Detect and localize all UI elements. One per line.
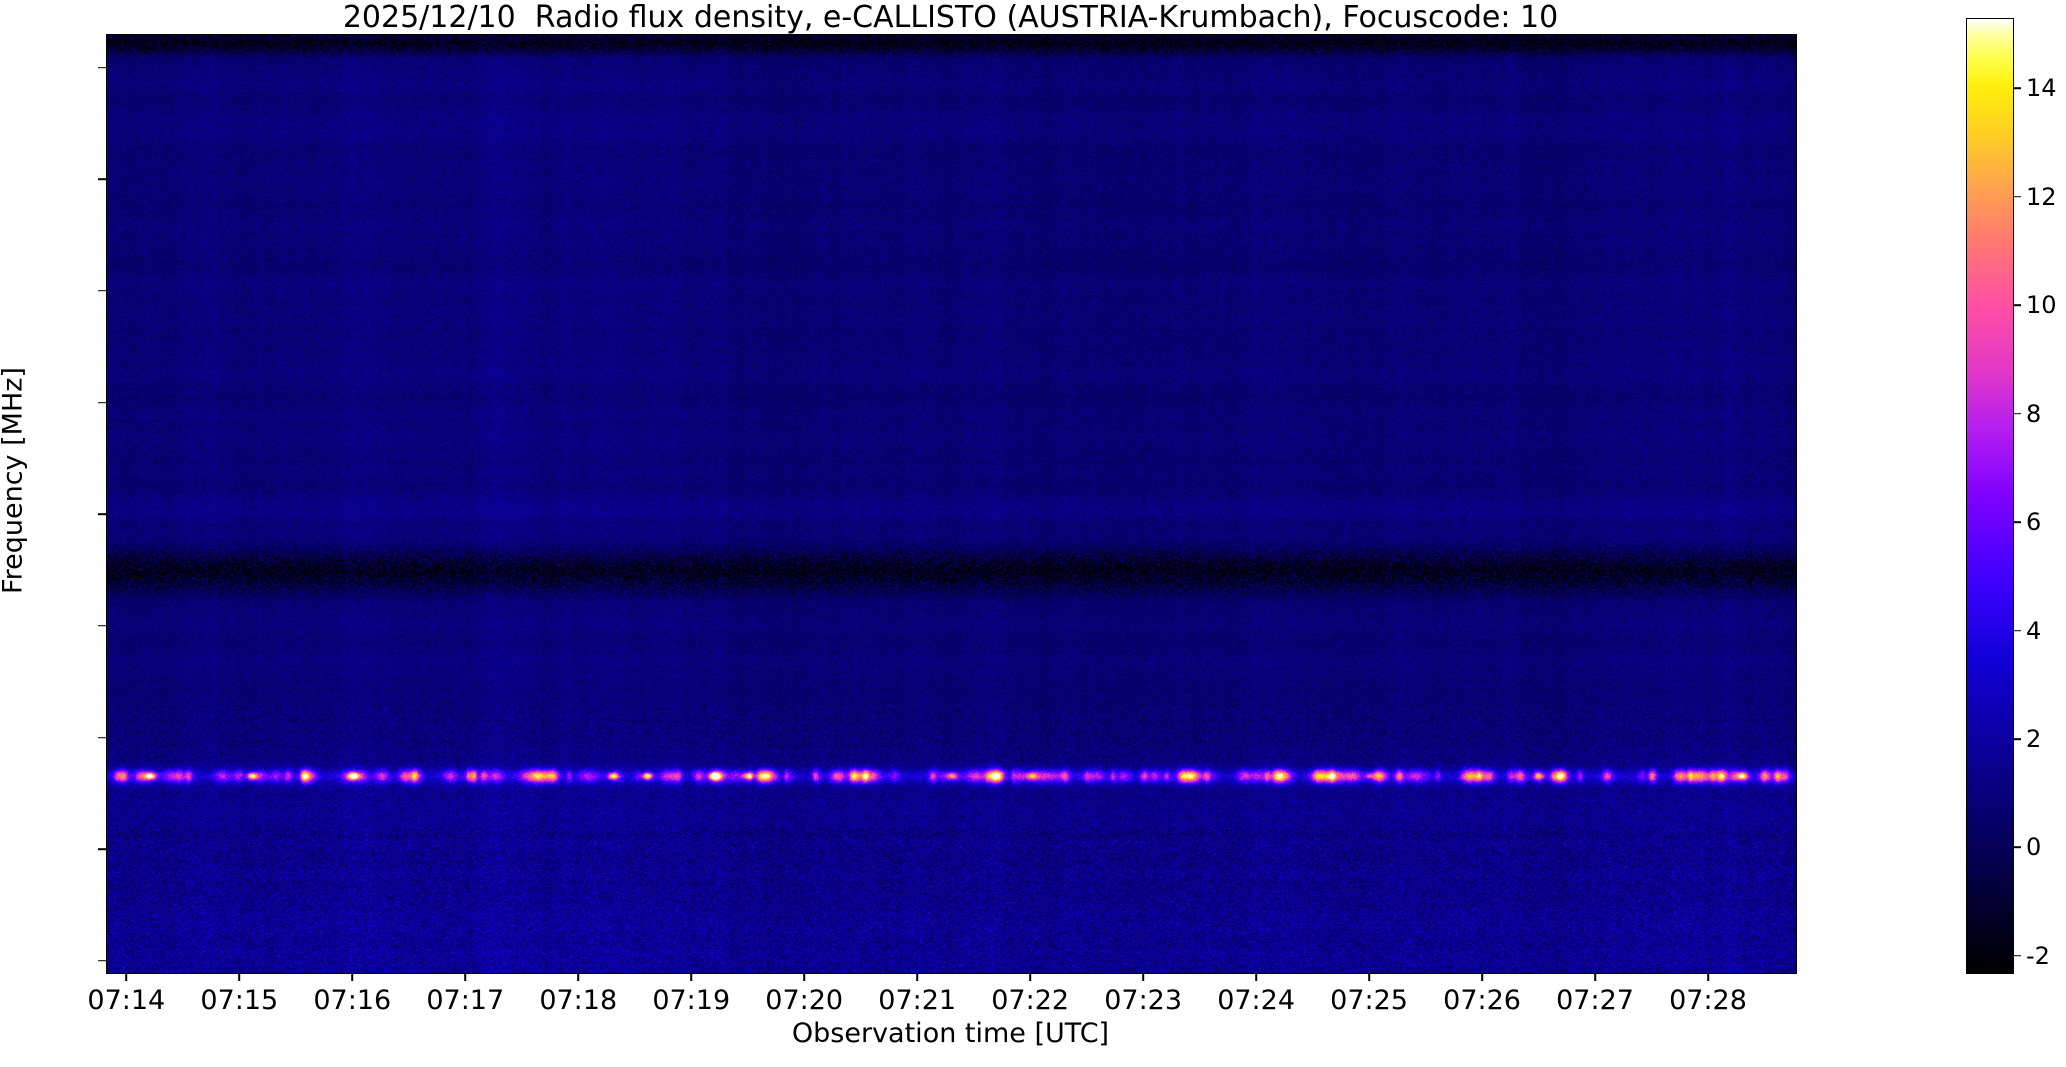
x-tick-mark — [1142, 973, 1144, 981]
x-tick-mark — [1707, 973, 1709, 981]
colorbar-tick-mark — [2013, 629, 2021, 632]
y-tick-mark — [98, 736, 106, 739]
colorbar-tick-label: 12 — [2026, 182, 2057, 211]
x-tick-mark — [1029, 973, 1031, 981]
x-tick-mark — [238, 973, 241, 981]
y-axis-label: Frequency [MHz] — [0, 367, 29, 594]
x-tick-label: 07:24 — [1217, 985, 1295, 1016]
x-tick-label: 07:19 — [652, 985, 731, 1016]
x-tick-mark — [125, 973, 128, 981]
colorbar-tick-label: 14 — [2026, 74, 2057, 103]
x-tick-label: 07:23 — [1104, 985, 1183, 1016]
x-tick-label: 07:17 — [426, 985, 505, 1016]
x-tick-mark — [577, 973, 580, 981]
colorbar-tick-label: -2 — [2026, 941, 2050, 970]
x-tick-label: 07:27 — [1556, 985, 1634, 1016]
x-tick-mark — [464, 973, 467, 981]
colorbar-tick-label: 10 — [2026, 291, 2057, 320]
colorbar-tick-mark — [2013, 846, 2021, 849]
colorbar-tick-label: 6 — [2026, 508, 2042, 537]
x-tick-mark — [1368, 973, 1370, 981]
x-tick-mark — [916, 973, 918, 981]
x-tick-label: 07:26 — [1443, 985, 1521, 1016]
y-tick-mark — [98, 513, 106, 515]
x-tick-label: 07:14 — [87, 985, 166, 1016]
y-tick-mark — [98, 625, 106, 627]
x-tick-label: 07:20 — [765, 985, 844, 1016]
colorbar-tick-mark — [2013, 412, 2021, 415]
spectrogram-image — [107, 35, 1796, 973]
colorbar — [1966, 18, 2014, 974]
x-tick-label: 07:15 — [200, 985, 279, 1016]
x-tick-mark — [803, 973, 805, 981]
page-title: 2025/12/10 Radio flux density, e-CALLIST… — [342, 0, 1559, 35]
y-tick-mark — [98, 848, 106, 850]
colorbar-tick-mark — [2013, 304, 2021, 307]
colorbar-tick-mark — [2013, 738, 2021, 740]
x-tick-label: 07:25 — [1330, 985, 1408, 1016]
x-tick-label: 07:21 — [878, 985, 957, 1016]
colorbar-tick-label: 2 — [2026, 724, 2042, 753]
colorbar-tick-mark — [2013, 87, 2021, 90]
x-tick-mark — [1594, 973, 1596, 981]
colorbar-tick-label: 0 — [2026, 833, 2042, 862]
x-tick-label: 07:18 — [539, 985, 618, 1016]
x-axis-label: Observation time [UTC] — [791, 1018, 1110, 1049]
colorbar-gradient — [1967, 19, 2013, 973]
colorbar-tick-label: 4 — [2026, 616, 2042, 645]
spectrogram-axes — [106, 34, 1797, 974]
x-tick-label: 07:16 — [313, 985, 392, 1016]
y-tick-mark — [98, 960, 106, 962]
colorbar-tick-mark — [2013, 196, 2021, 198]
x-tick-mark — [351, 973, 354, 981]
colorbar-tick-mark — [2013, 954, 2021, 957]
x-tick-mark — [690, 973, 693, 981]
y-tick-mark — [98, 178, 106, 180]
colorbar-tick-mark — [2013, 521, 2021, 523]
y-tick-mark — [98, 401, 106, 404]
x-tick-label: 07:22 — [991, 985, 1070, 1016]
colorbar-tick-label: 8 — [2026, 399, 2042, 428]
y-tick-mark — [98, 66, 106, 69]
x-tick-label: 07:28 — [1669, 985, 1747, 1016]
y-tick-mark — [98, 290, 106, 292]
x-tick-mark — [1255, 973, 1257, 981]
x-tick-mark — [1481, 973, 1483, 981]
